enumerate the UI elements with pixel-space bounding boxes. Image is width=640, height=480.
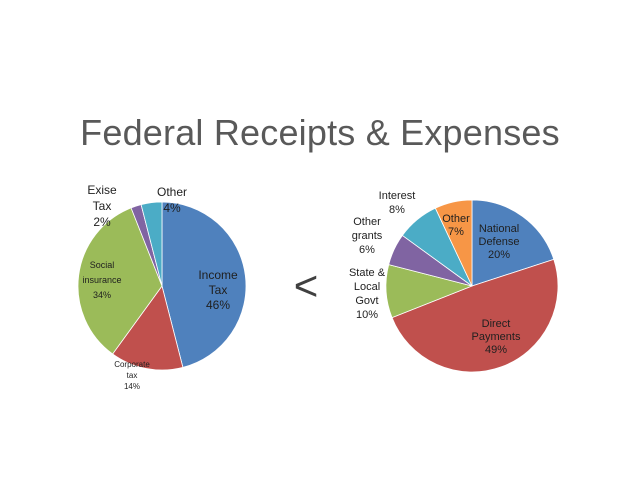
receipts-slice-income-tax <box>161 201 247 368</box>
expenses-label-other-grants: Other grants 6% <box>352 216 383 256</box>
receipts-label-corporate-tax: Corporate tax 14% <box>114 360 150 391</box>
receipts-slice-other <box>140 201 163 287</box>
receipts-label-income-tax: Income Tax 46% <box>198 268 238 312</box>
expenses-label-state-local-govt: State & Local Govt 10% <box>349 267 386 321</box>
receipts-label-social-insurance: Social insurance 34% <box>82 260 121 300</box>
less-than-sign: < <box>293 262 319 309</box>
expenses-slice-other <box>434 199 473 287</box>
expenses-label-direct-payments: Direct Payments 49% <box>472 318 521 356</box>
expenses-slice-national-defense <box>471 199 555 287</box>
expenses-slice-direct-payments <box>391 258 559 373</box>
expenses-label-other: Other 7% <box>442 213 470 238</box>
receipts-label-exise-tax: Exise Tax 2% <box>87 183 117 229</box>
expenses-label-national-defense: National Defense 20% <box>479 223 520 261</box>
receipts-slice-corporate-tax <box>112 285 184 371</box>
expenses-label-interest: Interest 8% <box>379 190 416 216</box>
slide-title: Federal Receipts & Expenses <box>80 112 560 153</box>
receipts-label-other: Other 4% <box>157 185 187 215</box>
receipts-slice-social-insurance <box>77 207 163 355</box>
